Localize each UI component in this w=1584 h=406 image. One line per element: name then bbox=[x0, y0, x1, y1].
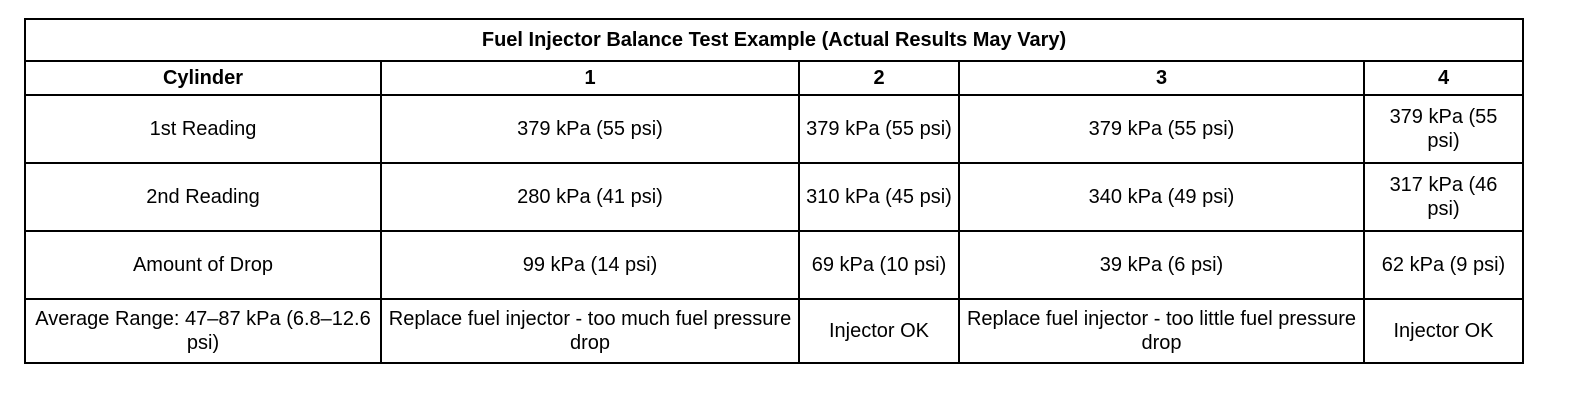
row-label: Amount of Drop bbox=[24, 230, 382, 300]
fuel-injector-balance-table: Fuel Injector Balance Test Example (Actu… bbox=[24, 18, 1524, 364]
row-label: Average Range: 47–87 kPa (6.8–12.6 psi) bbox=[24, 298, 382, 364]
table-row-second-reading: 2nd Reading 280 kPa (41 psi) 310 kPa (45… bbox=[24, 162, 1524, 232]
table-cell: Injector OK bbox=[1363, 298, 1524, 364]
table-cell: Replace fuel injector - too much fuel pr… bbox=[380, 298, 800, 364]
table-row-average-range: Average Range: 47–87 kPa (6.8–12.6 psi) … bbox=[24, 298, 1524, 364]
table-header-row: Cylinder 1 2 3 4 bbox=[24, 60, 1524, 96]
table-cell: 310 kPa (45 psi) bbox=[798, 162, 960, 232]
table-cell: 39 kPa (6 psi) bbox=[958, 230, 1365, 300]
table-cell: 379 kPa (55 psi) bbox=[1363, 94, 1524, 164]
table-cell: 280 kPa (41 psi) bbox=[380, 162, 800, 232]
table-title-row: Fuel Injector Balance Test Example (Actu… bbox=[24, 18, 1524, 62]
header-cylinder-1: 1 bbox=[380, 60, 800, 96]
row-label: 2nd Reading bbox=[24, 162, 382, 232]
table-row-amount-of-drop: Amount of Drop 99 kPa (14 psi) 69 kPa (1… bbox=[24, 230, 1524, 300]
table-cell: Injector OK bbox=[798, 298, 960, 364]
table-cell: 62 kPa (9 psi) bbox=[1363, 230, 1524, 300]
table-cell: 379 kPa (55 psi) bbox=[380, 94, 800, 164]
table-cell: 317 kPa (46 psi) bbox=[1363, 162, 1524, 232]
table-cell: 379 kPa (55 psi) bbox=[798, 94, 960, 164]
header-cylinder-4: 4 bbox=[1363, 60, 1524, 96]
table-cell: 379 kPa (55 psi) bbox=[958, 94, 1365, 164]
table-cell: 99 kPa (14 psi) bbox=[380, 230, 800, 300]
header-cylinder-2: 2 bbox=[798, 60, 960, 96]
table-title: Fuel Injector Balance Test Example (Actu… bbox=[24, 18, 1524, 62]
table-row-first-reading: 1st Reading 379 kPa (55 psi) 379 kPa (55… bbox=[24, 94, 1524, 164]
row-label: 1st Reading bbox=[24, 94, 382, 164]
table-cell: Replace fuel injector - too little fuel … bbox=[958, 298, 1365, 364]
table-cell: 340 kPa (49 psi) bbox=[958, 162, 1365, 232]
header-cylinder-label: Cylinder bbox=[24, 60, 382, 96]
table-cell: 69 kPa (10 psi) bbox=[798, 230, 960, 300]
header-cylinder-3: 3 bbox=[958, 60, 1365, 96]
